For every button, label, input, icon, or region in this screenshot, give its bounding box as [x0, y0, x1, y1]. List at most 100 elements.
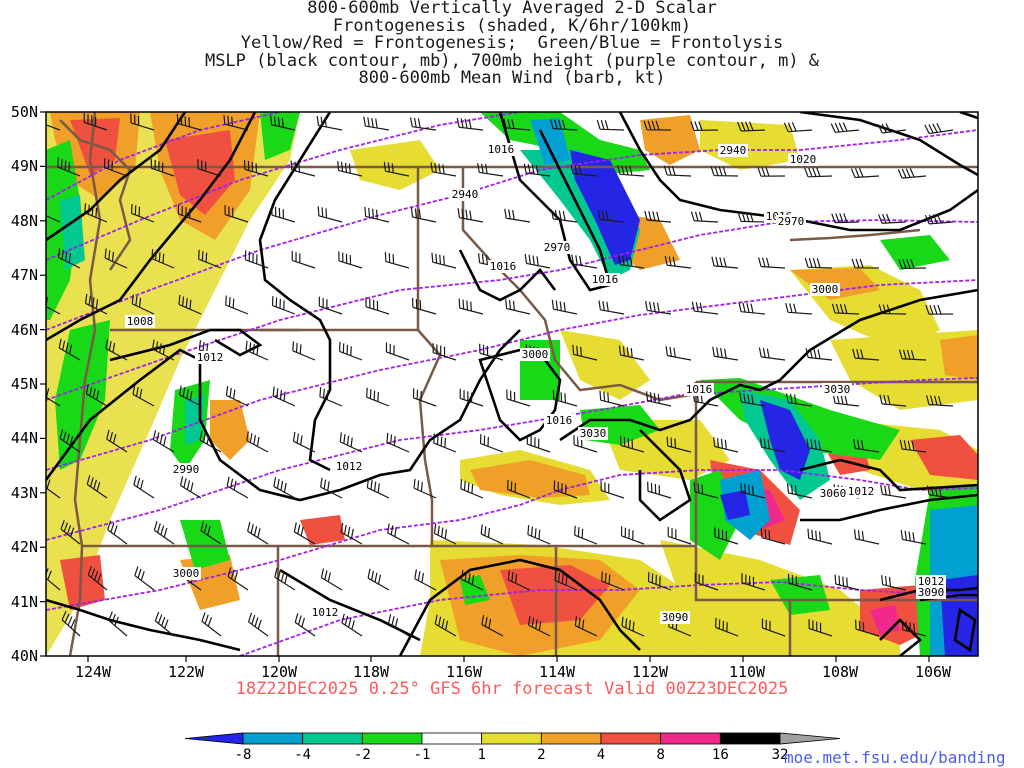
lat-label: 43N — [11, 484, 38, 502]
wind-barb — [320, 568, 343, 591]
wind-barb — [57, 157, 81, 177]
svg-text:1012: 1012 — [197, 351, 224, 364]
wind-barb — [460, 479, 484, 499]
wind-barb — [364, 206, 390, 223]
wind-barb — [409, 117, 437, 131]
lat-label: 41N — [11, 593, 38, 611]
wind-barb — [411, 297, 437, 315]
wind-barb — [271, 205, 296, 223]
wind-barb — [412, 388, 437, 407]
wind-barb — [269, 115, 296, 131]
colorbar-arrow-high — [779, 732, 841, 745]
forecast-valid-label: 18Z22DEC2025 0.25° GFS 6hr forecast Vali… — [235, 679, 789, 699]
lon-label: 112W — [632, 663, 669, 681]
svg-text:3000: 3000 — [522, 348, 549, 361]
svg-text:3060: 3060 — [820, 487, 847, 500]
wind-barb — [366, 478, 390, 499]
wind-barb — [759, 437, 786, 453]
wind-barb — [621, 616, 645, 637]
wind-barb — [133, 475, 155, 499]
wind-barb — [617, 255, 645, 269]
wind-barb — [834, 574, 860, 591]
wind-barb — [319, 387, 343, 407]
wind-barb — [178, 294, 202, 315]
wind-barb — [410, 207, 437, 223]
svg-text:1020: 1020 — [790, 153, 817, 166]
wind-barb — [601, 571, 625, 591]
wind-barb — [84, 203, 108, 223]
wind-barb — [880, 484, 907, 499]
colorbar-tick-label: 8 — [656, 747, 664, 763]
wind-barb — [572, 344, 598, 361]
height-label: 3000 — [171, 567, 201, 580]
wind-barb — [291, 250, 316, 269]
wind-barb — [881, 575, 907, 591]
colorbar-swatch — [242, 732, 304, 745]
wind-barb — [46, 297, 61, 315]
svg-text:3030: 3030 — [580, 427, 607, 440]
svg-text:1016: 1016 — [488, 143, 515, 156]
wind-barb — [434, 614, 457, 637]
wind-barb — [598, 300, 625, 315]
wind-barb — [740, 482, 766, 499]
wind-barb — [850, 167, 880, 179]
colorbar-swatch — [361, 732, 423, 745]
colorbar-swatch — [719, 732, 781, 745]
wind-barb — [271, 296, 296, 315]
wind-barbs — [46, 112, 954, 637]
height-label: 2970 — [776, 215, 806, 228]
wind-barb — [645, 391, 672, 407]
wind-barb — [761, 618, 786, 637]
wind-barb — [224, 205, 249, 223]
wind-barb — [550, 119, 578, 131]
lat-label: 44N — [11, 429, 38, 447]
wind-barb — [86, 475, 108, 499]
wind-barb — [926, 395, 954, 407]
wind-barb — [85, 384, 108, 407]
wind-barb — [106, 429, 128, 453]
wind-barb — [387, 614, 410, 637]
wind-barb — [386, 432, 410, 453]
wind-barb — [852, 348, 880, 361]
wind-barb — [554, 570, 578, 591]
wind-barb — [599, 390, 625, 407]
colorbar-tick-label: -8 — [235, 747, 252, 763]
wind-barb — [807, 528, 833, 545]
wind-barb — [131, 294, 155, 315]
height-label: 2990 — [171, 463, 201, 476]
wind-barb — [758, 347, 786, 361]
wind-barb — [201, 612, 222, 637]
wind-barb — [506, 479, 531, 499]
wind-barb — [596, 119, 625, 131]
svg-text:1008: 1008 — [127, 315, 154, 328]
wind-barb — [456, 117, 484, 131]
wind-barb — [853, 529, 880, 545]
wind-barb — [901, 620, 927, 637]
wind-barb — [340, 522, 363, 545]
wind-barb — [618, 345, 645, 361]
height-contours — [46, 112, 978, 656]
wind-barb — [805, 348, 833, 361]
wind-barb — [710, 166, 739, 177]
wind-barb — [46, 124, 61, 131]
svg-text:1012: 1012 — [312, 606, 339, 619]
wind-barb — [107, 520, 128, 545]
wind-barb — [457, 208, 484, 223]
wind-barb — [737, 121, 766, 132]
wind-barb — [317, 206, 343, 223]
wind-barb — [176, 114, 202, 131]
wind-barb — [808, 619, 833, 637]
lon-label: 120W — [261, 663, 298, 681]
wind-barb — [245, 340, 269, 361]
wind-barb — [897, 168, 927, 179]
wind-barb — [714, 527, 739, 545]
wind-barb — [154, 611, 175, 637]
lon-label: 106W — [915, 663, 952, 681]
wind-barb — [84, 293, 108, 315]
wind-barb — [507, 570, 531, 591]
wind-barb — [130, 203, 155, 223]
wind-barb — [59, 429, 81, 453]
wind-barb — [46, 388, 61, 407]
source-credit-link[interactable]: moe.met.fsu.edu/banding — [784, 748, 1006, 767]
wind-barb — [46, 206, 61, 223]
